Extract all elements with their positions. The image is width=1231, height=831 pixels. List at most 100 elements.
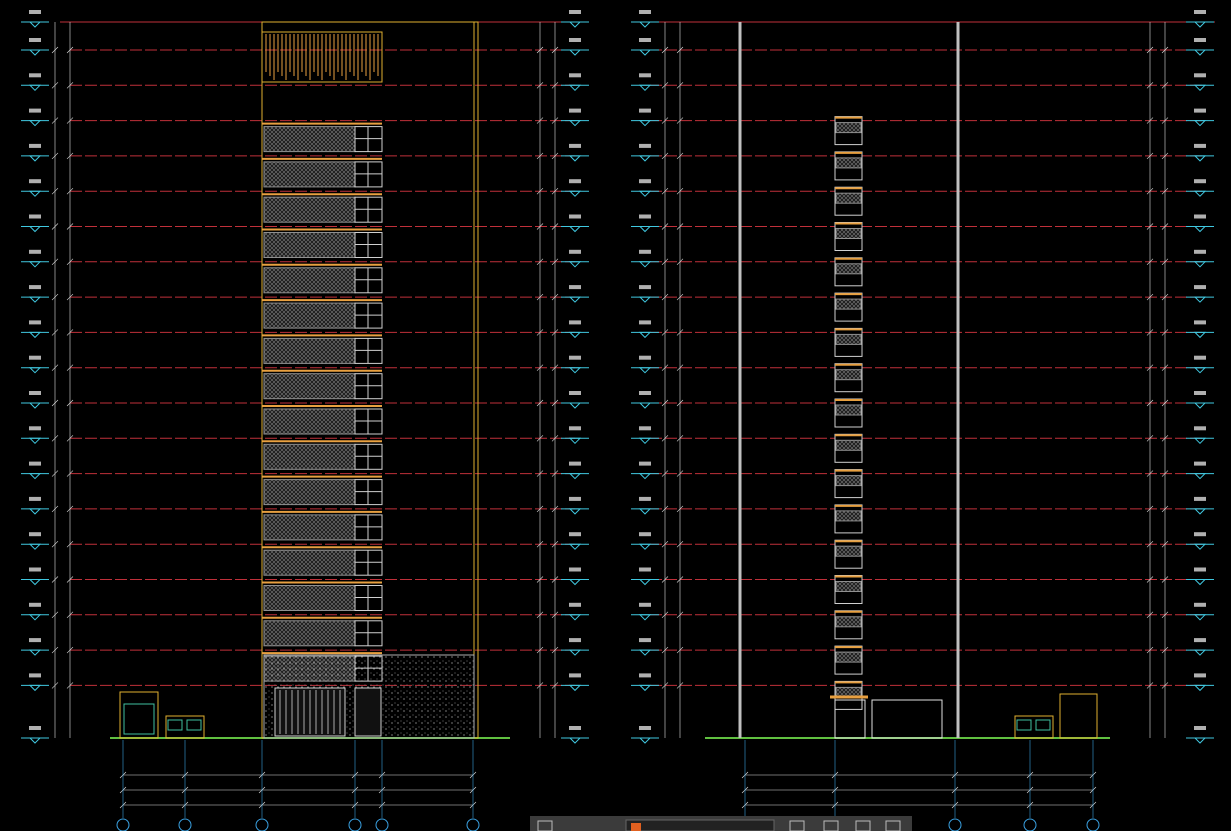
dim-tick (661, 470, 669, 477)
dim-tick (66, 117, 74, 124)
level-text (29, 461, 41, 466)
stair-panel (835, 333, 862, 345)
dim-tick (551, 329, 559, 336)
dim-tick (1146, 646, 1154, 654)
dim-tick (536, 611, 544, 619)
axis-bubble (255, 818, 269, 831)
dim-tick (1146, 682, 1154, 689)
level-marker (28, 296, 42, 303)
layer-dropdown[interactable] (625, 819, 775, 831)
dim-tick (661, 187, 669, 195)
level-marker (638, 49, 652, 56)
dim-tick (51, 258, 59, 266)
level-marker (638, 155, 652, 162)
stair-panel (835, 651, 862, 663)
level-text (639, 38, 651, 42)
level-text (29, 496, 41, 501)
level-marker (638, 331, 652, 339)
level-marker (28, 21, 42, 28)
level-text (29, 638, 41, 643)
stair-panel (835, 616, 862, 628)
dim-tick (66, 682, 74, 689)
drawing (21, 10, 1215, 831)
dim-tick (551, 46, 559, 54)
toolbar-icon[interactable] (537, 820, 553, 831)
dim-tick (551, 435, 559, 442)
level-marker (1193, 21, 1207, 28)
dim-tick (66, 223, 74, 230)
level-text (639, 391, 651, 395)
toolbar-icon[interactable] (855, 820, 871, 831)
level-text (1194, 673, 1206, 678)
dim-tick (1161, 576, 1169, 583)
dim-tick (676, 293, 684, 301)
level-marker (638, 543, 652, 550)
dim-tick (551, 682, 559, 689)
level-marker (1193, 508, 1207, 515)
dim-tick (551, 117, 559, 124)
level-text (639, 249, 651, 254)
dim-tick (1146, 82, 1154, 89)
level-text (639, 285, 651, 290)
level-text (1194, 638, 1206, 643)
level-marker (568, 226, 582, 233)
level-marker (638, 614, 652, 621)
dim-tick (676, 470, 684, 477)
level-text (569, 108, 581, 113)
facade-panel (263, 443, 356, 470)
facade-panel (263, 161, 356, 188)
level-marker (568, 261, 582, 268)
dim-tick (1161, 152, 1169, 160)
level-marker (28, 649, 42, 656)
level-marker (1193, 737, 1207, 744)
dim-tick (551, 505, 559, 513)
dim-tick (66, 329, 74, 336)
level-text (569, 602, 581, 607)
toolbar-icon[interactable] (823, 820, 839, 831)
level-marker (28, 226, 42, 233)
level-marker (568, 120, 582, 127)
dim-tick (661, 329, 669, 336)
level-marker (28, 402, 42, 409)
level-text (569, 285, 581, 290)
level-text (29, 179, 41, 184)
level-text (639, 673, 651, 678)
level-marker (638, 437, 652, 445)
dim-tick (66, 293, 74, 301)
dim-tick (661, 435, 669, 442)
toolbar-icon[interactable] (789, 820, 805, 831)
dim-tick (661, 399, 669, 407)
facade-panel (263, 585, 356, 611)
level-marker (28, 579, 42, 586)
dim-tick (66, 152, 74, 160)
dim-tick (66, 505, 74, 513)
dim-tick (51, 435, 59, 442)
dim-tick (1161, 329, 1169, 336)
dim-tick (66, 576, 74, 583)
level-text (569, 567, 581, 572)
level-marker (28, 473, 42, 480)
dim-tick (661, 611, 669, 619)
level-text (1194, 726, 1206, 730)
dim-tick (51, 399, 59, 407)
dim-tick (51, 46, 59, 54)
level-text (639, 143, 651, 148)
dim-tick (536, 223, 544, 230)
stair-panel (835, 545, 862, 557)
dim-tick (1146, 399, 1154, 407)
dim-tick (1146, 611, 1154, 619)
level-marker (638, 120, 652, 127)
stair-panel (835, 581, 862, 592)
toolbar-icon[interactable] (885, 820, 901, 831)
level-marker (1193, 614, 1207, 621)
facade-panel (263, 549, 356, 576)
level-marker (568, 543, 582, 550)
dim-tick (661, 82, 669, 89)
level-marker (28, 120, 42, 127)
level-text (1194, 355, 1206, 360)
level-marker (568, 508, 582, 515)
level-text (569, 249, 581, 254)
facade-panel (263, 514, 356, 541)
dim-tick (551, 293, 559, 301)
